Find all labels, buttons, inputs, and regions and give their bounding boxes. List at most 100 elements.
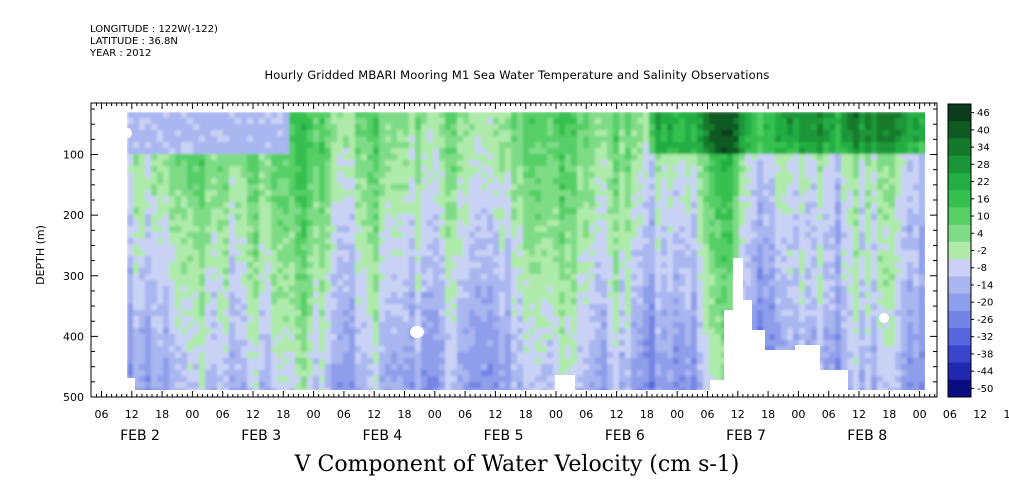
field-cell	[523, 280, 530, 287]
field-cell	[409, 262, 416, 269]
field-cell	[649, 142, 656, 149]
field-cell	[751, 304, 758, 311]
field-cell	[457, 208, 464, 215]
field-cell	[127, 268, 134, 275]
field-cell	[313, 280, 320, 287]
field-cell	[763, 172, 770, 179]
field-cell	[379, 220, 386, 227]
field-cell	[181, 370, 188, 377]
field-cell	[361, 274, 368, 281]
field-cell	[709, 286, 716, 293]
field-cell	[493, 352, 500, 359]
field-cell	[625, 124, 632, 131]
field-cell	[409, 190, 416, 197]
field-cell	[163, 364, 170, 371]
field-cell	[709, 292, 716, 299]
field-cell	[271, 166, 278, 173]
field-cell	[577, 268, 584, 275]
field-cell	[361, 130, 368, 137]
field-cell	[313, 250, 320, 257]
field-cell	[643, 160, 650, 167]
field-cell	[571, 184, 578, 191]
field-cell	[373, 334, 380, 341]
field-cell	[271, 322, 278, 329]
field-cell	[619, 130, 626, 137]
field-cell	[175, 376, 182, 383]
field-cell	[433, 286, 440, 293]
field-cell	[391, 148, 398, 155]
field-cell	[235, 328, 242, 335]
field-cell	[631, 244, 638, 251]
field-cell	[187, 124, 194, 131]
field-cell	[559, 178, 566, 185]
field-cell	[673, 370, 680, 377]
field-cell	[451, 382, 458, 389]
field-cell	[571, 298, 578, 305]
field-cell	[625, 112, 632, 119]
field-cell	[613, 322, 620, 329]
field-cell	[685, 154, 692, 161]
field-cell	[427, 316, 434, 323]
field-cell	[745, 142, 752, 149]
field-cell	[331, 124, 338, 131]
field-cell	[427, 340, 434, 347]
field-cell	[673, 316, 680, 323]
field-cell	[331, 358, 338, 365]
field-cell	[337, 256, 344, 263]
field-cell	[163, 124, 170, 131]
field-cell	[643, 328, 650, 335]
field-cell	[649, 136, 656, 143]
field-cell	[217, 268, 224, 275]
field-cell	[445, 202, 452, 209]
field-cell	[205, 382, 212, 389]
field-cell	[151, 262, 158, 269]
field-cell	[493, 358, 500, 365]
field-cell	[487, 112, 494, 119]
field-cell	[499, 208, 506, 215]
field-cell	[391, 292, 398, 299]
field-cell	[463, 334, 470, 341]
field-cell	[547, 166, 554, 173]
field-cell	[463, 220, 470, 227]
field-cell	[349, 244, 356, 251]
field-cell	[559, 262, 566, 269]
field-cell	[409, 316, 416, 323]
field-cell	[595, 262, 602, 269]
field-cell	[271, 286, 278, 293]
field-cell	[667, 310, 674, 317]
field-cell	[433, 184, 440, 191]
field-cell	[565, 310, 572, 317]
field-cell	[325, 160, 332, 167]
field-cell	[253, 130, 260, 137]
field-cell	[517, 256, 524, 263]
field-cell	[145, 250, 152, 257]
field-cell	[475, 352, 482, 359]
field-cell	[643, 208, 650, 215]
field-cell	[349, 118, 356, 125]
field-cell	[535, 256, 542, 263]
field-cell	[343, 316, 350, 323]
field-cell	[307, 280, 314, 287]
field-cell	[703, 352, 710, 359]
field-cell	[337, 292, 344, 299]
field-cell	[457, 166, 464, 173]
field-cell	[511, 334, 518, 341]
field-cell	[217, 172, 224, 179]
field-cell	[205, 208, 212, 215]
field-cell	[145, 280, 152, 287]
field-cell	[661, 334, 668, 341]
field-cell	[727, 136, 734, 143]
field-cell	[625, 184, 632, 191]
field-cell	[661, 208, 668, 215]
field-cell	[583, 130, 590, 137]
field-cell	[523, 382, 530, 389]
field-cell	[709, 232, 716, 239]
field-cell	[517, 196, 524, 203]
field-cell	[199, 364, 206, 371]
field-cell	[751, 256, 758, 263]
field-cell	[241, 376, 248, 383]
field-cell	[331, 250, 338, 257]
field-cell	[661, 316, 668, 323]
field-cell	[133, 382, 140, 389]
field-cell	[487, 148, 494, 155]
